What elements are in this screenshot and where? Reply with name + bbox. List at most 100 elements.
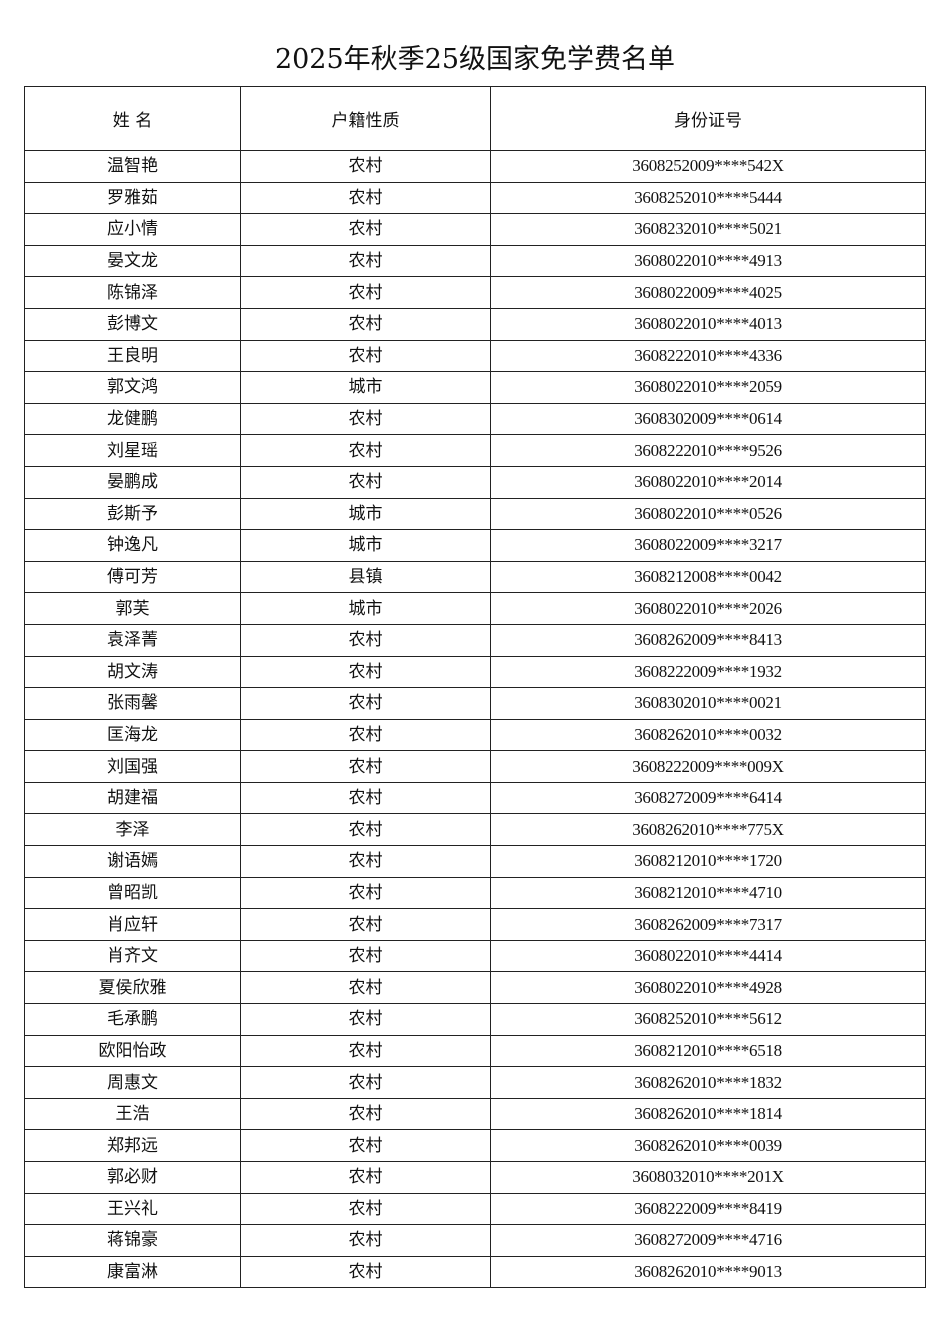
table-row: 周惠文 农村 3608262010****1832 — [24, 1066, 926, 1099]
cell-name: 应小情 — [24, 213, 241, 246]
cell-name: 郭必财 — [24, 1161, 241, 1194]
table-header-row: 姓 名 户籍性质 身份证号 — [24, 86, 926, 151]
cell-name: 郑邦远 — [24, 1129, 241, 1162]
cell-name: 匡海龙 — [24, 718, 241, 752]
cell-id-number: 3608022010****0526 — [490, 497, 926, 531]
cell-household-type: 农村 — [240, 1097, 491, 1131]
cell-name: 王良明 — [24, 339, 241, 373]
cell-household-type: 农村 — [240, 718, 491, 752]
cell-household-type: 农村 — [240, 276, 491, 309]
table-row: 彭斯予 城市 3608022010****0526 — [24, 497, 926, 531]
table-row: 匡海龙 农村 3608262010****0032 — [24, 718, 926, 752]
table-row: 夏侯欣雅 农村 3608022010****4928 — [24, 971, 926, 1005]
cell-household-type: 农村 — [240, 339, 491, 373]
cell-household-type: 农村 — [240, 1066, 491, 1099]
cell-household-type: 城市 — [240, 371, 491, 404]
cell-household-type: 农村 — [240, 750, 491, 783]
cell-household-type: 农村 — [240, 971, 491, 1005]
cell-name: 彭斯予 — [24, 497, 241, 531]
cell-household-type: 农村 — [240, 213, 491, 246]
cell-household-type: 农村 — [240, 1161, 491, 1194]
table-row: 温智艳 农村 3608252009****542X — [24, 150, 926, 183]
table-row: 郭芙 城市 3608022010****2026 — [24, 592, 926, 625]
table-row: 傅可芳 县镇 3608212008****0042 — [24, 560, 926, 594]
cell-name: 王浩 — [24, 1097, 241, 1131]
cell-name: 李泽 — [24, 813, 241, 847]
table-row: 康富淋 农村 3608262010****9013 — [24, 1255, 926, 1289]
student-list-table: 姓 名 户籍性质 身份证号 温智艳 农村 3608252009****542X 罗雅茹… — [24, 86, 926, 1289]
table-row: 胡建福 农村 3608272009****6414 — [24, 781, 926, 815]
cell-name: 张雨馨 — [24, 687, 241, 720]
cell-id-number: 3608232010****5021 — [490, 213, 926, 246]
cell-name: 刘星瑶 — [24, 434, 241, 467]
cell-name: 钟逸凡 — [24, 529, 241, 562]
cell-id-number: 3608252009****542X — [490, 150, 926, 183]
header-household-type: 户籍性质 — [240, 86, 491, 151]
cell-name: 晏文龙 — [24, 244, 241, 278]
cell-household-type: 农村 — [240, 687, 491, 720]
cell-name: 晏鹏成 — [24, 465, 241, 499]
cell-household-type: 农村 — [240, 181, 491, 215]
table-row: 毛承鹏 农村 3608252010****5612 — [24, 1003, 926, 1036]
cell-name: 曾昭凯 — [24, 876, 241, 910]
cell-name: 毛承鹏 — [24, 1003, 241, 1036]
cell-name: 夏侯欣雅 — [24, 971, 241, 1005]
cell-name: 蒋锦豪 — [24, 1224, 241, 1257]
cell-id-number: 3608302010****0021 — [490, 687, 926, 720]
cell-household-type: 农村 — [240, 465, 491, 499]
table-row: 李泽 农村 3608262010****775X — [24, 813, 926, 847]
cell-household-type: 农村 — [240, 150, 491, 183]
table-row: 郭文鸿 城市 3608022010****2059 — [24, 371, 926, 404]
cell-household-type: 农村 — [240, 434, 491, 467]
table-row: 王浩 农村 3608262010****1814 — [24, 1097, 926, 1131]
cell-household-type: 农村 — [240, 1224, 491, 1257]
cell-id-number: 3608212010****4710 — [490, 876, 926, 910]
cell-name: 周惠文 — [24, 1066, 241, 1099]
cell-name: 王兴礼 — [24, 1192, 241, 1226]
cell-household-type: 农村 — [240, 1255, 491, 1289]
cell-name: 肖应轩 — [24, 908, 241, 941]
cell-household-type: 农村 — [240, 908, 491, 941]
cell-name: 傅可芳 — [24, 560, 241, 594]
cell-id-number: 3608222009****1932 — [490, 655, 926, 689]
document-title: 2025年秋季25级国家免学费名单 — [274, 44, 676, 75]
cell-household-type: 农村 — [240, 1003, 491, 1036]
cell-id-number: 3608262009****8413 — [490, 623, 926, 657]
cell-id-number: 3608302009****0614 — [490, 402, 926, 436]
cell-id-number: 3608022010****4013 — [490, 307, 926, 341]
cell-id-number: 3608262010****0032 — [490, 718, 926, 752]
cell-id-number: 3608252010****5612 — [490, 1003, 926, 1036]
cell-name: 谢语嫣 — [24, 845, 241, 878]
table-row: 肖应轩 农村 3608262009****7317 — [24, 908, 926, 941]
cell-id-number: 3608212008****0042 — [490, 560, 926, 594]
table-row: 欧阳怡政 农村 3608212010****6518 — [24, 1034, 926, 1068]
cell-id-number: 3608262010****0039 — [490, 1129, 926, 1162]
cell-id-number: 3608022009****4025 — [490, 276, 926, 309]
cell-id-number: 3608262010****1814 — [490, 1097, 926, 1131]
cell-id-number: 3608262010****775X — [490, 813, 926, 847]
cell-id-number: 3608272009****6414 — [490, 781, 926, 815]
header-id-number: 身份证号 — [490, 86, 926, 151]
table-row: 谢语嫣 农村 3608212010****1720 — [24, 845, 926, 878]
table-row: 龙健鹏 农村 3608302009****0614 — [24, 402, 926, 436]
cell-id-number: 3608222010****9526 — [490, 434, 926, 467]
table-row: 彭博文 农村 3608022010****4013 — [24, 307, 926, 341]
table-row: 罗雅茹 农村 3608252010****5444 — [24, 181, 926, 215]
cell-household-type: 农村 — [240, 402, 491, 436]
cell-id-number: 3608252010****5444 — [490, 181, 926, 215]
cell-household-type: 农村 — [240, 813, 491, 847]
cell-household-type: 农村 — [240, 1192, 491, 1226]
cell-name: 温智艳 — [24, 150, 241, 183]
cell-name: 康富淋 — [24, 1255, 241, 1289]
cell-id-number: 3608022010****2026 — [490, 592, 926, 625]
cell-household-type: 农村 — [240, 939, 491, 973]
table-row: 曾昭凯 农村 3608212010****4710 — [24, 876, 926, 910]
cell-id-number: 3608022010****4913 — [490, 244, 926, 278]
cell-id-number: 3608212010****6518 — [490, 1034, 926, 1068]
cell-name: 彭博文 — [24, 307, 241, 341]
cell-household-type: 县镇 — [240, 560, 491, 594]
cell-name: 罗雅茹 — [24, 181, 241, 215]
cell-household-type: 农村 — [240, 876, 491, 910]
table-row: 王良明 农村 3608222010****4336 — [24, 339, 926, 373]
table-row: 晏文龙 农村 3608022010****4913 — [24, 244, 926, 278]
